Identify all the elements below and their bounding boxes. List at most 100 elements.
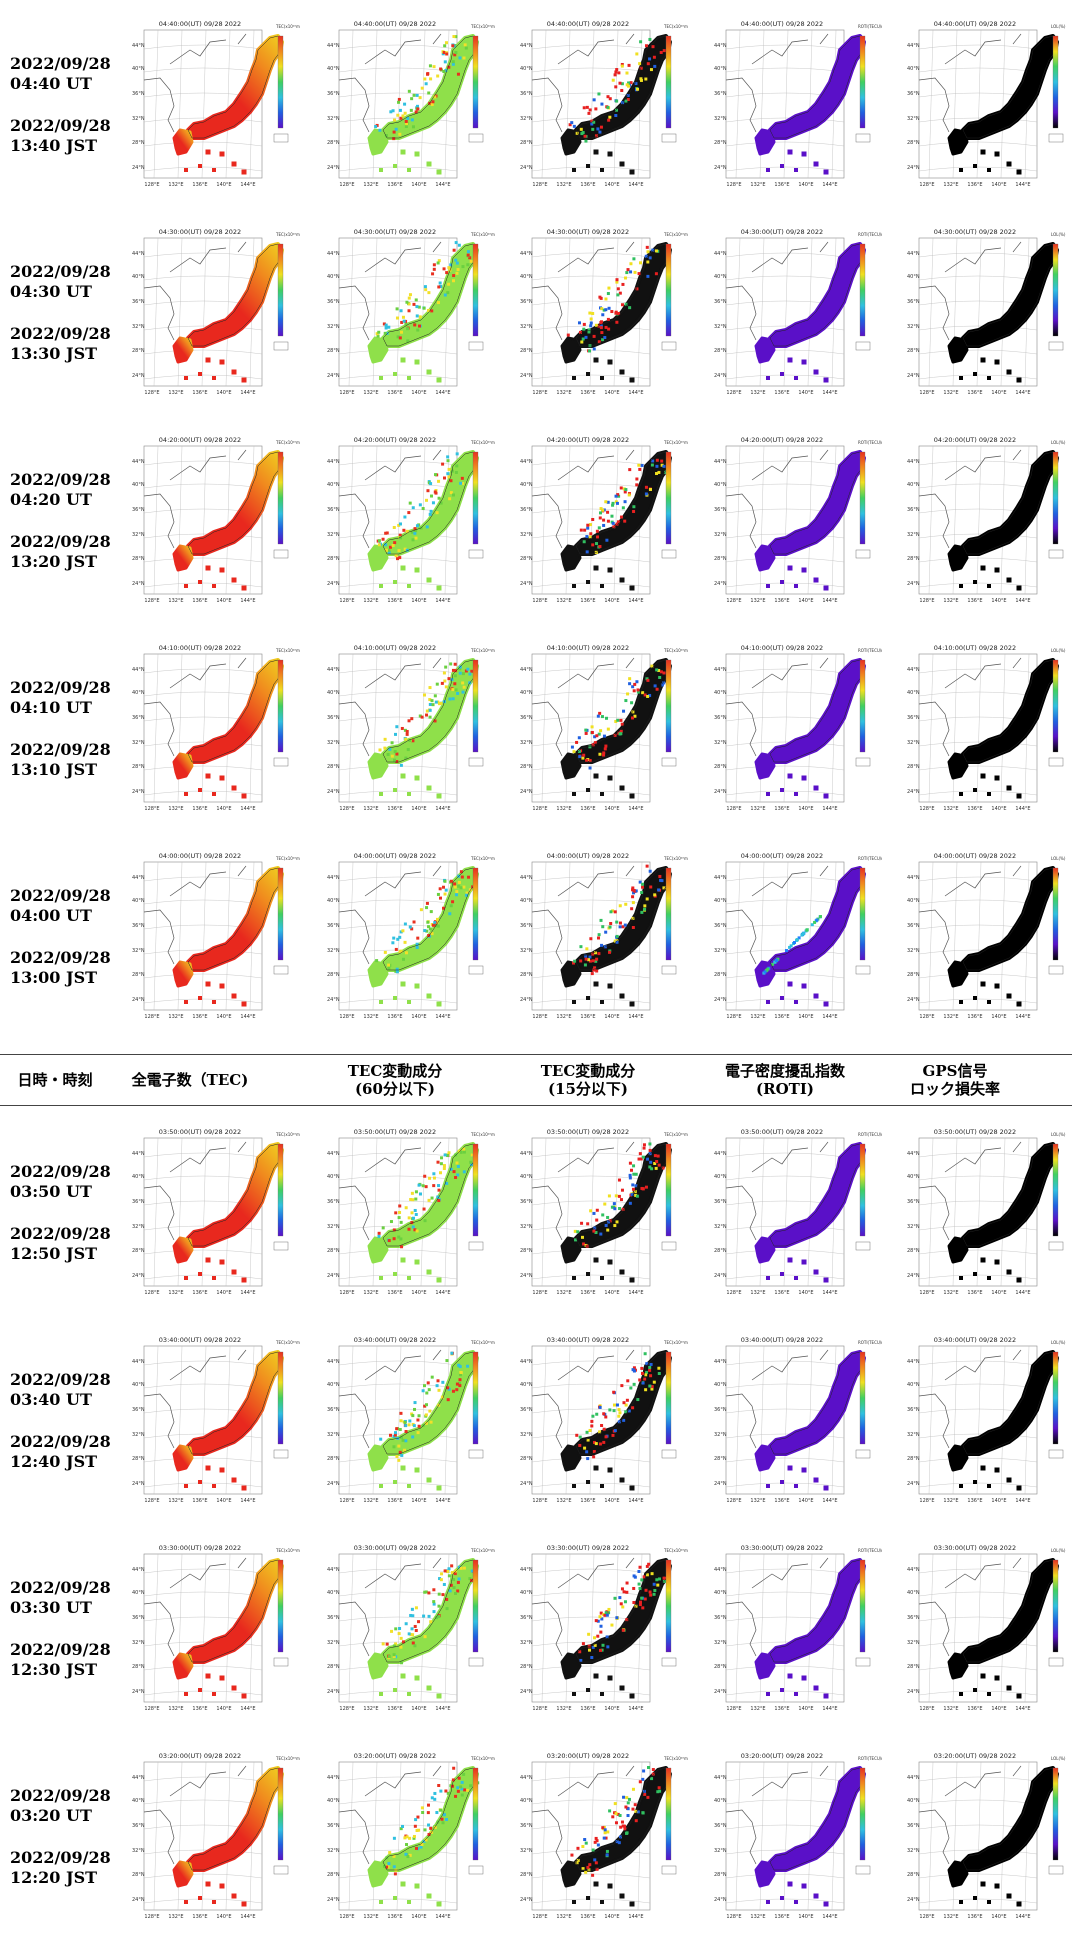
colorbar-roti: ROTI(TECU/min)	[855, 648, 882, 767]
lat-tick-label: 28°N	[327, 1664, 340, 1670]
lon-tick-label: 144°E	[435, 182, 450, 188]
lat-tick-label: 28°N	[327, 1872, 340, 1878]
lon-tick-label: 140°E	[604, 390, 619, 396]
lat-tick-label: 40°N	[520, 274, 533, 280]
lon-tick-label: 132°E	[556, 1914, 571, 1920]
lon-tick-label: 144°E	[435, 1290, 450, 1296]
lon-tick-label: 140°E	[604, 182, 619, 188]
lon-tick-label: 136°E	[967, 182, 982, 188]
lat-tick-label: 44°N	[327, 251, 340, 257]
lon-tick-label: 136°E	[774, 1706, 789, 1712]
map-panel-tec60: 04:30:00(UT) 09/28 2022 44°N 40°N 36°N 32°N 2…	[325, 228, 495, 398]
lat-tick-label: 40°N	[132, 1798, 145, 1804]
map-tec60: 03:40:00(UT) 09/28 2022 44°N 40°N 36°N 32°N 2…	[327, 1336, 495, 1504]
row-timestamps: 2022/09/28 04:30 UT 2022/09/28 13:30 JST	[10, 208, 125, 398]
lat-tick-label: 24°N	[907, 581, 920, 587]
lon-tick-label: 144°E	[1015, 182, 1030, 188]
lat-tick-label: 40°N	[132, 690, 145, 696]
map-tec: 03:20:00(UT) 09/28 2022 44°N 40°N 36°N 32°N 2…	[132, 1752, 300, 1920]
time-row: 2022/09/28 04:10 UT 2022/09/28 13:10 JST 04:…	[0, 624, 1072, 814]
map-tec15: 03:20:00(UT) 09/28 2022 44°N 40°N 36°N 32°N 2…	[520, 1752, 688, 1920]
colorbar-tec: TEC(x10¹⁶m⁻²)	[273, 1548, 300, 1667]
map-panel-tec15: 04:30:00(UT) 09/28 2022 44°N 40°N 36°N 32°N 2…	[518, 228, 688, 398]
lon-tick-label: 140°E	[798, 1498, 813, 1504]
lat-tick-label: 36°N	[327, 299, 340, 305]
map-gps: 04:00:00(UT) 09/28 2022 44°N 40°N 36°N 32°N 2…	[907, 852, 1066, 1020]
lat-tick-label: 44°N	[327, 459, 340, 465]
lat-tick-label: 28°N	[132, 764, 145, 770]
map-title: 04:30:00(UT) 09/28 2022	[934, 228, 1016, 236]
colorbar-tec: TEC(x10¹⁶m⁻²)	[273, 1340, 300, 1459]
map-panel-roti: 03:30:00(UT) 09/28 2022 44°N 40°N 36°N 32°N 2…	[712, 1544, 882, 1714]
map-tec: 04:30:00(UT) 09/28 2022 44°N 40°N 36°N 32°N 2…	[132, 228, 300, 396]
lon-tick-label: 128°E	[144, 598, 159, 604]
map-title: 04:20:00(UT) 09/28 2022	[354, 436, 436, 444]
lon-tick-label: 144°E	[822, 1290, 837, 1296]
lon-tick-label: 128°E	[726, 1290, 741, 1296]
lat-tick-label: 44°N	[520, 43, 533, 49]
lat-tick-label: 36°N	[907, 1199, 920, 1205]
lat-tick-label: 28°N	[327, 972, 340, 978]
colorbar-unit: TEC(x10¹⁶m⁻²)	[275, 24, 300, 29]
colorbar-unit: TEC(x10¹⁶m⁻²)	[663, 648, 688, 653]
lon-tick-label: 140°E	[216, 390, 231, 396]
lon-tick-label: 132°E	[943, 598, 958, 604]
lat-tick-label: 32°N	[714, 116, 727, 122]
lon-tick-label: 140°E	[798, 1706, 813, 1712]
map-roti: 03:50:00(UT) 09/28 2022 44°N 40°N 36°N 32°N 2…	[714, 1128, 882, 1296]
colorbar-tec60: TEC(x10¹⁶m⁻²)	[468, 1340, 495, 1459]
lon-tick-label: 136°E	[192, 1290, 207, 1296]
lat-tick-label: 44°N	[132, 43, 145, 49]
lon-tick-label: 140°E	[411, 182, 426, 188]
lon-tick-label: 140°E	[411, 1014, 426, 1020]
lon-tick-label: 128°E	[919, 182, 934, 188]
lat-tick-label: 28°N	[907, 1664, 920, 1670]
lon-tick-label: 132°E	[750, 1706, 765, 1712]
colorbar-unit: TEC(x10¹⁶m⁻²)	[275, 1756, 300, 1761]
lat-tick-label: 44°N	[907, 1775, 920, 1781]
map-roti: 03:30:00(UT) 09/28 2022 44°N 40°N 36°N 32°N 2…	[714, 1544, 882, 1712]
lon-tick-label: 140°E	[411, 1914, 426, 1920]
map-panel-tec: 03:40:00(UT) 09/28 2022 44°N 40°N 36°N 32°N 2…	[130, 1336, 300, 1506]
lon-tick-label: 136°E	[774, 182, 789, 188]
lon-tick-label: 140°E	[411, 806, 426, 812]
ut-date: 2022/09/28	[10, 54, 111, 73]
lat-tick-label: 36°N	[327, 923, 340, 929]
lat-tick-label: 24°N	[714, 581, 727, 587]
lon-tick-label: 136°E	[967, 598, 982, 604]
row-timestamps: 2022/09/28 04:20 UT 2022/09/28 13:20 JST	[10, 416, 125, 606]
jst-time: 13:30 JST	[10, 344, 98, 363]
lat-tick-label: 28°N	[907, 556, 920, 562]
lat-tick-label: 44°N	[132, 1151, 145, 1157]
lat-tick-label: 24°N	[714, 1689, 727, 1695]
lon-tick-label: 128°E	[144, 1706, 159, 1712]
lat-tick-label: 32°N	[520, 532, 533, 538]
map-tec: 04:20:00(UT) 09/28 2022 44°N 40°N 36°N 32°N 2…	[132, 436, 300, 604]
lon-tick-label: 140°E	[216, 806, 231, 812]
header-tec15: TEC変動成分 (15分以下)	[540, 1062, 636, 1098]
map-title: 03:20:00(UT) 09/28 2022	[741, 1752, 823, 1760]
colorbar-gps: LOL(%)	[1048, 1132, 1066, 1251]
lon-tick-label: 136°E	[192, 1914, 207, 1920]
lat-tick-label: 36°N	[907, 715, 920, 721]
lon-tick-label: 144°E	[822, 1498, 837, 1504]
lon-tick-label: 144°E	[240, 1498, 255, 1504]
map-gps: 04:10:00(UT) 09/28 2022 44°N 40°N 36°N 32°N 2…	[907, 644, 1066, 812]
lat-tick-label: 36°N	[714, 1199, 727, 1205]
lon-tick-label: 136°E	[192, 806, 207, 812]
lat-tick-label: 44°N	[714, 875, 727, 881]
lat-tick-label: 40°N	[714, 274, 727, 280]
lon-tick-label: 132°E	[363, 1290, 378, 1296]
ut-time: 03:50 UT	[10, 1182, 92, 1201]
lon-tick-label: 136°E	[774, 390, 789, 396]
colorbar-unit: LOL(%)	[1051, 1756, 1066, 1761]
lat-tick-label: 44°N	[714, 1775, 727, 1781]
lon-tick-label: 140°E	[798, 1914, 813, 1920]
lon-tick-label: 136°E	[192, 1706, 207, 1712]
lon-tick-label: 132°E	[168, 598, 183, 604]
lat-tick-label: 40°N	[132, 1382, 145, 1388]
lon-tick-label: 140°E	[798, 598, 813, 604]
map-tec15: 04:30:00(UT) 09/28 2022 44°N 40°N 36°N 32°N 2…	[520, 228, 688, 396]
lat-tick-label: 28°N	[714, 1456, 727, 1462]
map-panel-gps: 03:50:00(UT) 09/28 2022 44°N 40°N 36°N 32°N 2…	[905, 1128, 1072, 1298]
